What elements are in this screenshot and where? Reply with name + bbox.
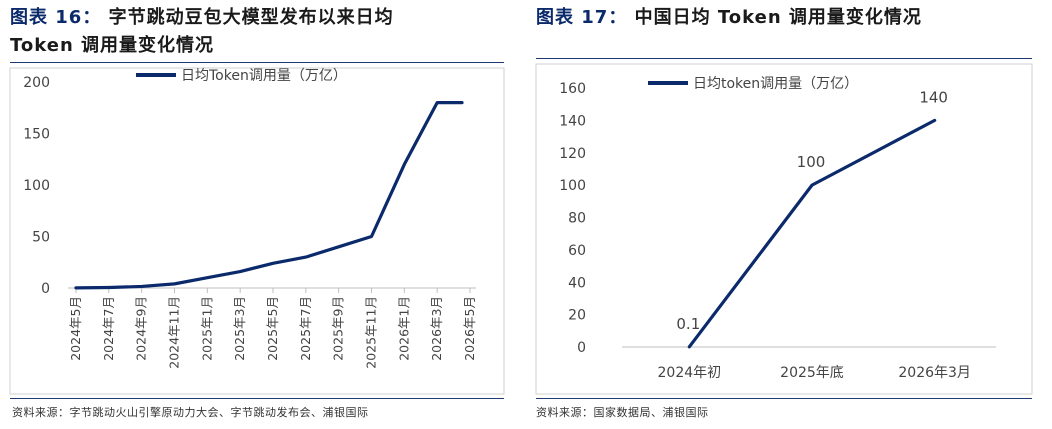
right-data-label: 100 [797,153,826,171]
left-y-tick-label: 50 [32,230,50,246]
right-y-tick-label: 120 [559,146,586,162]
right-y-tick-label: 100 [559,178,586,194]
left-figure-number: 16： [55,7,102,28]
left-source-rule [10,398,504,399]
right-y-tick-label: 60 [568,243,586,259]
right-figure-title: 图表 17： 中国日均 Token 调用量变化情况 [536,4,922,32]
right-figure-label: 图表 [536,7,574,28]
right-figure-number: 17： [581,7,628,28]
right-data-label: 140 [919,88,948,106]
right-series-line [687,118,937,349]
right-y-tick-label: 80 [568,211,586,227]
left-x-tick-label: 2026年3月 [429,296,444,361]
left-x-tick-label: 2025年11月 [364,296,379,369]
right-title-rule [536,58,1032,59]
right-source-rule [536,398,1032,399]
left-x-tick-label: 2025年5月 [265,296,280,361]
left-y-tick-label: 200 [23,75,50,91]
left-x-tick-label: 2024年9月 [134,296,149,361]
right-line-chart: 0 20 40 60 80 100 120 140 160 2024年初 2025年底 2026年3月… [535,63,1033,395]
right-y-tick-label: 40 [568,275,586,291]
right-x-tick-label: 2025年底 [780,365,844,381]
right-plot-frame [535,63,1033,395]
left-y-tick-label: 150 [23,127,50,143]
left-figure-label: 图表 [10,7,48,28]
right-data-label: 0.1 [676,315,700,333]
right-y-tick-label: 20 [568,308,586,324]
right-figure-panel: 图表 17： 中国日均 Token 调用量变化情况 0 20 40 60 80 100 12… [516,0,1052,429]
left-x-tick-label: 2024年5月 [68,296,83,361]
left-x-tick-label: 2024年11月 [167,296,182,369]
right-y-tick-label: 0 [577,340,586,356]
left-title-rule [10,62,504,63]
left-x-tick-label: 2025年1月 [199,296,214,361]
left-series-line [74,100,464,290]
left-figure-title-line1: 字节跳动豆包大模型发布以来日均 [108,7,394,28]
left-legend-label: 日均Token调用量（万亿） [181,68,347,84]
left-x-tick-label: 2026年5月 [462,296,477,361]
left-line-chart: 0 50 100 150 200 2024年5月 2024年7月 2024年9月 2024年11… [9,67,505,395]
left-y-tick-label: 0 [41,281,50,297]
left-plot-frame [9,67,505,395]
right-x-tick-label: 2024年初 [658,364,722,381]
left-figure-panel: 图表 16： 字节跳动豆包大模型发布以来日均 Token 调用量变化情况 0 50… [0,0,508,429]
left-figure-title-line2: Token 调用量变化情况 [10,35,215,56]
left-x-tick-label: 2025年3月 [232,296,247,361]
left-source-note: 资料来源：字节跳动火山引擎原动力大会、字节跳动发布会、浦银国际 [12,406,369,419]
right-figure-title-line1: 中国日均 Token 调用量变化情况 [634,7,922,28]
left-x-tick-label: 2026年1月 [396,296,411,361]
right-y-tick-label: 140 [559,113,586,129]
left-x-tick-label: 2025年7月 [298,296,313,361]
left-x-tick-label: 2025年9月 [331,296,346,361]
right-y-tick-label: 160 [559,81,586,97]
right-x-tick-label: 2026年3月 [898,365,971,381]
right-legend-label: 日均token调用量（万亿） [693,76,858,92]
left-figure-title: 图表 16： 字节跳动豆包大模型发布以来日均 Token 调用量变化情况 [10,4,394,60]
left-y-tick-label: 100 [23,178,50,194]
right-source-note: 资料来源：国家数据局、浦银国际 [536,406,709,419]
left-x-tick-label: 2024年7月 [101,296,116,361]
